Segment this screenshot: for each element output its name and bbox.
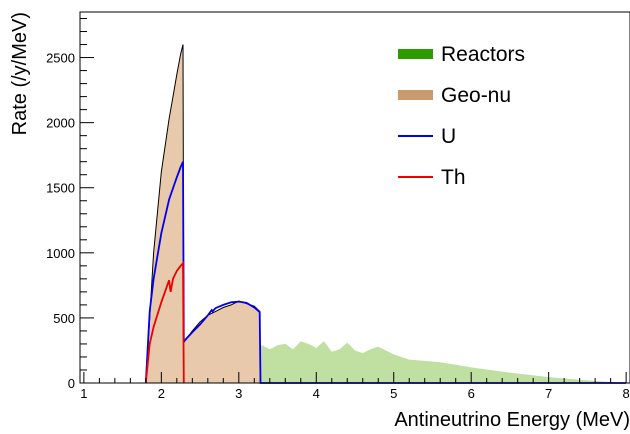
plot-fills xyxy=(145,44,627,383)
legend-swatch xyxy=(398,49,433,59)
series-geo-nu-area xyxy=(145,44,261,383)
legend-label: Th xyxy=(441,166,466,189)
x-tick-label: 6 xyxy=(468,386,475,401)
x-tick-label: 3 xyxy=(235,386,242,401)
legend: Reactors Geo-nu U Th xyxy=(398,43,525,189)
series-u-line xyxy=(144,161,627,384)
y-tick-label: 2000 xyxy=(46,116,75,131)
y-tick-label: 0 xyxy=(68,376,75,391)
y-tick-label: 500 xyxy=(53,311,75,326)
plot-frame xyxy=(79,11,630,384)
x-tick-label: 5 xyxy=(390,386,397,401)
y-tick-label: 1500 xyxy=(46,181,75,196)
legend-label: U xyxy=(441,125,456,148)
y-axis-title: Rate (/y/MeV) xyxy=(9,12,31,135)
legend-label: Reactors xyxy=(441,43,525,66)
plot-lines xyxy=(144,44,627,384)
series-th-line xyxy=(144,260,185,384)
series-reactors-area xyxy=(145,341,627,383)
x-tick-label: 7 xyxy=(545,386,552,401)
legend-item-u: U xyxy=(398,125,456,148)
y-tick-label: 2500 xyxy=(46,51,75,66)
x-tick-label: 8 xyxy=(623,386,630,401)
y-tick-label: 1000 xyxy=(46,246,75,261)
legend-item-th: Th xyxy=(398,166,466,189)
legend-item-geo-nu: Geo-nu xyxy=(398,84,511,107)
x-axis-title: Antineutrino Energy (MeV) xyxy=(394,409,630,431)
x-tick-label: 4 xyxy=(313,386,320,401)
legend-swatch xyxy=(398,90,433,100)
legend-item-reactors: Reactors xyxy=(398,43,525,66)
x-axis: 1 2 3 4 5 6 7 8 xyxy=(80,372,630,401)
x-tick-label: 2 xyxy=(158,386,165,401)
y-axis: 0 500 1000 1500 2000 2500 xyxy=(46,18,94,391)
legend-label: Geo-nu xyxy=(441,84,511,107)
x-tick-label: 1 xyxy=(80,386,87,401)
